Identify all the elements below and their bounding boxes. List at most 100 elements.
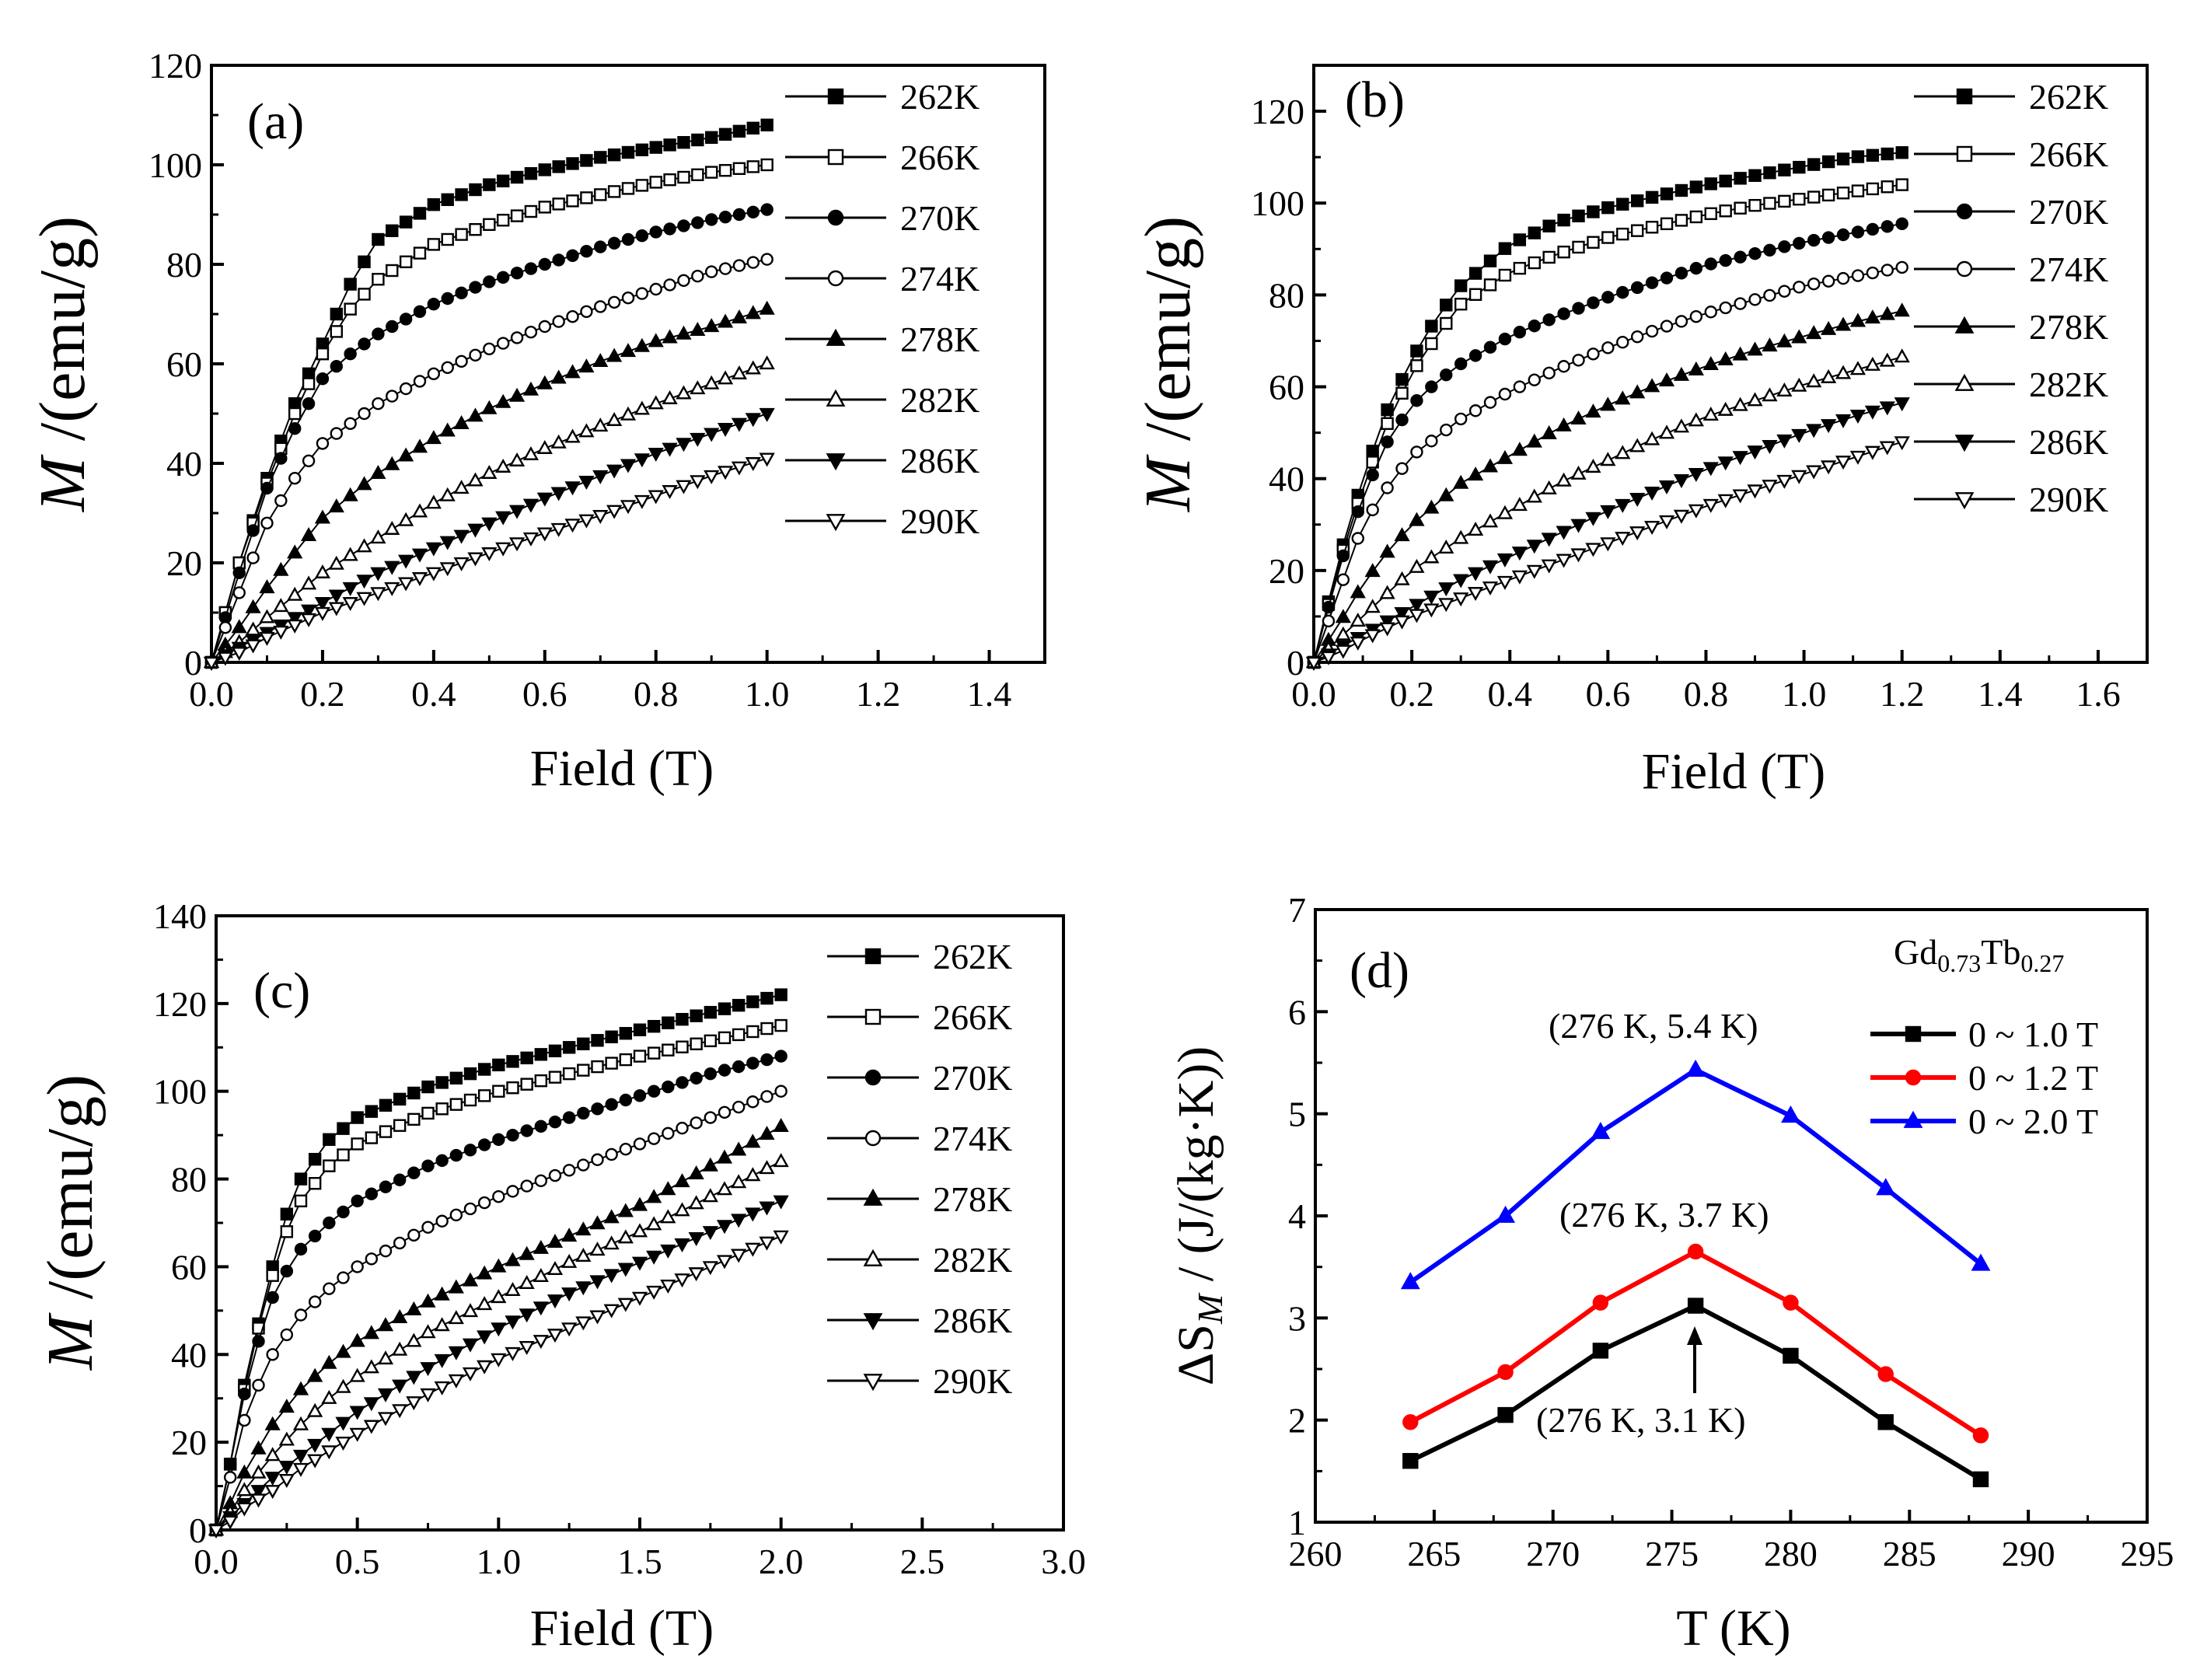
data-point: [264, 1472, 281, 1486]
data-point: [1762, 480, 1778, 494]
legend-label: 270K: [933, 1058, 1012, 1098]
y-axis-ticks: 0 20 40 60 80 100 120: [1251, 92, 1326, 683]
data-point: [605, 1147, 618, 1161]
series-line: [211, 258, 767, 663]
data-point: [505, 1346, 521, 1361]
data-point: [533, 1301, 549, 1316]
data-point: [372, 273, 385, 286]
data-point: [1513, 233, 1527, 246]
data-point: [704, 428, 720, 442]
x-tick-label: 0.4: [411, 674, 456, 714]
data-point: [1895, 217, 1908, 231]
data-point: [1454, 298, 1468, 311]
data-point: [273, 598, 289, 613]
legend-title-tb: Tb: [1981, 932, 2020, 972]
data-point: [508, 505, 526, 519]
data-point: [633, 1050, 647, 1063]
data-point: [575, 1281, 592, 1296]
data-point: [759, 300, 775, 315]
legend-label: 266K: [2029, 134, 2108, 174]
data-point: [274, 452, 288, 465]
data-point: [1836, 152, 1850, 166]
data-point: [393, 1236, 407, 1250]
data-point: [1747, 341, 1763, 356]
data-point: [321, 1427, 337, 1442]
data-point: [1511, 497, 1528, 512]
data-point: [1807, 190, 1821, 204]
data-point: [1381, 417, 1394, 430]
data-point: [453, 529, 470, 544]
data-point: [1821, 188, 1835, 202]
x-tick-label: 1.0: [1782, 674, 1827, 714]
x-axis-ticks: 0.0 0.2 0.4 0.6 0.8 1.0 1.2 1.4 1.6: [1291, 650, 2121, 714]
data-point: [519, 1275, 535, 1290]
y-axis-label: M /(emu/g): [26, 216, 99, 512]
data-point: [538, 201, 551, 214]
legend-marker: [827, 148, 844, 166]
data-point: [1556, 417, 1572, 431]
data-point: [702, 1188, 718, 1203]
data-point: [533, 1239, 549, 1254]
data-point: [393, 1092, 407, 1106]
data-point: [280, 1225, 294, 1238]
data-point: [1762, 440, 1778, 455]
data-point: [662, 1080, 675, 1094]
data-point: [619, 1027, 633, 1040]
data-point: [1748, 169, 1762, 182]
data-point: [1615, 390, 1631, 405]
data-point: [308, 1229, 322, 1243]
data-point: [647, 1084, 661, 1098]
legend-label: 278K: [933, 1179, 1012, 1219]
series-286k: [203, 407, 775, 671]
data-point: [716, 1255, 733, 1270]
data-point: [1660, 320, 1674, 333]
data-point: [1410, 359, 1423, 372]
legend-marker: [1903, 1110, 1923, 1128]
data-point: [337, 1122, 350, 1135]
data-point: [1556, 526, 1572, 540]
data-point: [1689, 309, 1703, 323]
data-point: [328, 589, 344, 604]
data-point: [704, 318, 720, 333]
legend-marker: [1956, 88, 1973, 105]
x-tick-label: 275: [1645, 1534, 1699, 1573]
y-tick-label: 20: [171, 1423, 207, 1462]
data-point: [377, 1350, 394, 1365]
data-point: [552, 160, 565, 173]
data-point: [704, 1005, 718, 1019]
panel-b: 0.0 0.2 0.4 0.6 0.8 1.0 1.2 1.4 1.6 0 20 40 60 80 100…: [1132, 64, 2149, 800]
data-point: [1410, 445, 1423, 459]
data-point: [1806, 373, 1822, 388]
data-point: [718, 1002, 732, 1015]
data-point: [497, 271, 510, 284]
data-point: [1453, 592, 1469, 607]
data-point: [1379, 585, 1395, 599]
y-tick-label: 120: [153, 984, 207, 1024]
data-point: [1732, 396, 1748, 411]
data-point: [648, 490, 664, 505]
y-tick-label: 7: [1288, 890, 1306, 930]
data-point: [534, 1119, 548, 1133]
data-point: [236, 1464, 253, 1479]
y-tick-label: 80: [171, 1160, 207, 1200]
data-point: [292, 1381, 309, 1395]
panel-c: 0.0 0.5 1.0 1.5 2.0 2.5 3.0 0 20 40 60 80 100 120 140…: [34, 896, 1086, 1657]
data-point: [280, 1264, 294, 1278]
data-point: [407, 1228, 421, 1242]
data-point: [1453, 474, 1469, 489]
data-point: [552, 315, 565, 328]
legend-item-286k: 286K: [785, 441, 980, 480]
data-point: [1587, 296, 1600, 309]
data-point: [506, 1185, 519, 1198]
data-point: [1719, 204, 1732, 218]
data-point: [691, 168, 704, 182]
data-point: [774, 1084, 787, 1098]
y-tick-label: 20: [166, 543, 202, 583]
data-point: [278, 1431, 295, 1446]
data-point: [718, 1105, 732, 1119]
data-point: [520, 1078, 533, 1091]
data-point: [1806, 325, 1822, 340]
legend-item-290k: 290K: [785, 501, 980, 541]
data-point: [455, 228, 468, 241]
